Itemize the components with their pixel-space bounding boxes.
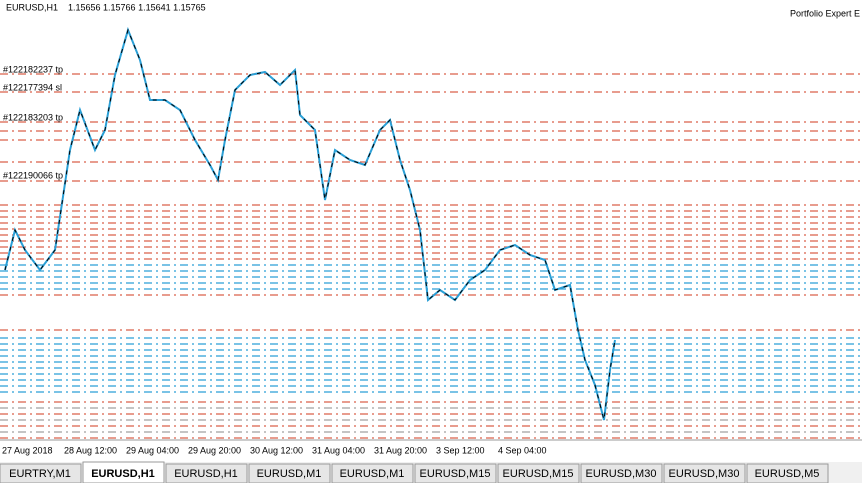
time-label: 3 Sep 12:00 bbox=[436, 445, 485, 455]
time-label: 4 Sep 04:00 bbox=[498, 445, 547, 455]
time-label: 27 Aug 2018 bbox=[2, 445, 53, 455]
tab-label[interactable]: EURUSD,M15 bbox=[420, 468, 491, 480]
order-label: #122190066 tp bbox=[3, 170, 63, 180]
tab-label[interactable]: EURUSD,H1 bbox=[174, 468, 238, 480]
time-label: 30 Aug 12:00 bbox=[250, 445, 303, 455]
tab-label[interactable]: EURUSD,M1 bbox=[340, 468, 405, 480]
header-quote: 1.15656 1.15766 1.15641 1.15765 bbox=[68, 2, 206, 12]
tab-label[interactable]: EURUSD,M5 bbox=[755, 468, 820, 480]
time-label: 29 Aug 20:00 bbox=[188, 445, 241, 455]
tab-label[interactable]: EURTRY,M1 bbox=[9, 468, 71, 480]
tab-label[interactable]: EURUSD,M1 bbox=[257, 468, 322, 480]
order-label: #122183203 tp bbox=[3, 112, 63, 122]
price-wicks bbox=[4, 28, 616, 421]
tab-label[interactable]: EURUSD,H1 bbox=[91, 468, 155, 480]
chart-area bbox=[0, 0, 862, 462]
tab-label[interactable]: EURUSD,M30 bbox=[669, 468, 740, 480]
order-label: #122177394 sl bbox=[3, 82, 62, 92]
time-label: 31 Aug 04:00 bbox=[312, 445, 365, 455]
time-label: 29 Aug 04:00 bbox=[126, 445, 179, 455]
tab-label[interactable]: EURUSD,M30 bbox=[586, 468, 657, 480]
expert-name: Portfolio Expert E bbox=[790, 8, 860, 18]
order-label: #122182237 tp bbox=[3, 64, 63, 74]
time-label: 31 Aug 20:00 bbox=[374, 445, 427, 455]
time-label: 28 Aug 12:00 bbox=[64, 445, 117, 455]
header-symbol: EURUSD,H1 bbox=[6, 2, 58, 12]
tab-label[interactable]: EURUSD,M15 bbox=[503, 468, 574, 480]
